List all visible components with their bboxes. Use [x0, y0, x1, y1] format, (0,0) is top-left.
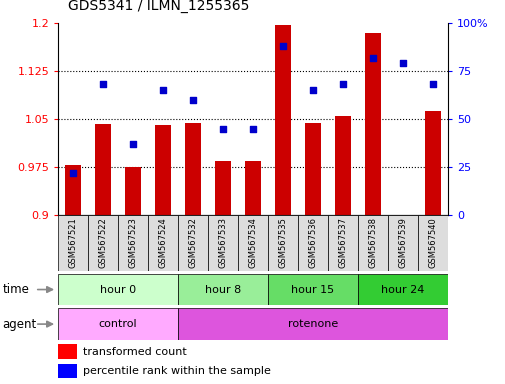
Point [428, 81, 436, 88]
Point [159, 87, 167, 93]
Bar [58, 344, 77, 359]
Bar [148, 215, 178, 271]
Bar [58, 215, 88, 271]
Point [278, 43, 286, 49]
Point [368, 55, 376, 61]
Text: GSM567532: GSM567532 [188, 217, 197, 268]
Bar [387, 215, 417, 271]
Point [69, 170, 77, 176]
Bar [214, 161, 231, 215]
Text: GDS5341 / ILMN_1255365: GDS5341 / ILMN_1255365 [68, 0, 249, 13]
Point [129, 141, 137, 147]
Bar [417, 215, 447, 271]
Point [99, 81, 107, 88]
Point [338, 81, 346, 88]
Text: transformed count: transformed count [83, 347, 186, 357]
Bar [237, 215, 268, 271]
Text: GSM567540: GSM567540 [427, 217, 436, 268]
Bar [65, 165, 81, 215]
Bar [178, 215, 208, 271]
Bar [58, 308, 178, 340]
Bar [268, 215, 297, 271]
Text: hour 15: hour 15 [291, 285, 334, 295]
Text: hour 0: hour 0 [100, 285, 136, 295]
Text: GSM567524: GSM567524 [158, 217, 167, 268]
Bar [58, 274, 178, 305]
Text: GSM567538: GSM567538 [368, 217, 377, 268]
Bar [88, 215, 118, 271]
Text: GSM567537: GSM567537 [338, 217, 347, 268]
Text: GSM567523: GSM567523 [128, 217, 137, 268]
Bar [58, 364, 77, 378]
Text: GSM567536: GSM567536 [308, 217, 317, 268]
Text: hour 24: hour 24 [380, 285, 424, 295]
Bar [364, 33, 380, 215]
Bar [297, 215, 327, 271]
Text: percentile rank within the sample: percentile rank within the sample [83, 366, 270, 376]
Point [398, 60, 406, 66]
Bar [178, 274, 268, 305]
Point [189, 97, 197, 103]
Bar [125, 167, 141, 215]
Bar [274, 25, 291, 215]
Bar [357, 274, 447, 305]
Text: hour 8: hour 8 [205, 285, 241, 295]
Text: rotenone: rotenone [287, 319, 337, 329]
Bar [244, 161, 261, 215]
Bar [327, 215, 357, 271]
Text: GSM567535: GSM567535 [278, 217, 287, 268]
Bar [304, 123, 321, 215]
Bar [178, 308, 447, 340]
Text: control: control [98, 319, 137, 329]
Bar [268, 274, 357, 305]
Bar [118, 215, 148, 271]
Bar [424, 111, 440, 215]
Text: GSM567521: GSM567521 [69, 217, 78, 268]
Bar [334, 116, 350, 215]
Text: GSM567539: GSM567539 [397, 217, 407, 268]
Text: time: time [3, 283, 29, 296]
Bar [208, 215, 237, 271]
Bar [95, 124, 111, 215]
Point [308, 87, 316, 93]
Bar [155, 126, 171, 215]
Bar [184, 123, 201, 215]
Text: GSM567534: GSM567534 [248, 217, 257, 268]
Point [248, 126, 257, 132]
Point [219, 126, 227, 132]
Text: agent: agent [3, 318, 37, 331]
Text: GSM567522: GSM567522 [98, 217, 108, 268]
Bar [357, 215, 387, 271]
Text: GSM567533: GSM567533 [218, 217, 227, 268]
